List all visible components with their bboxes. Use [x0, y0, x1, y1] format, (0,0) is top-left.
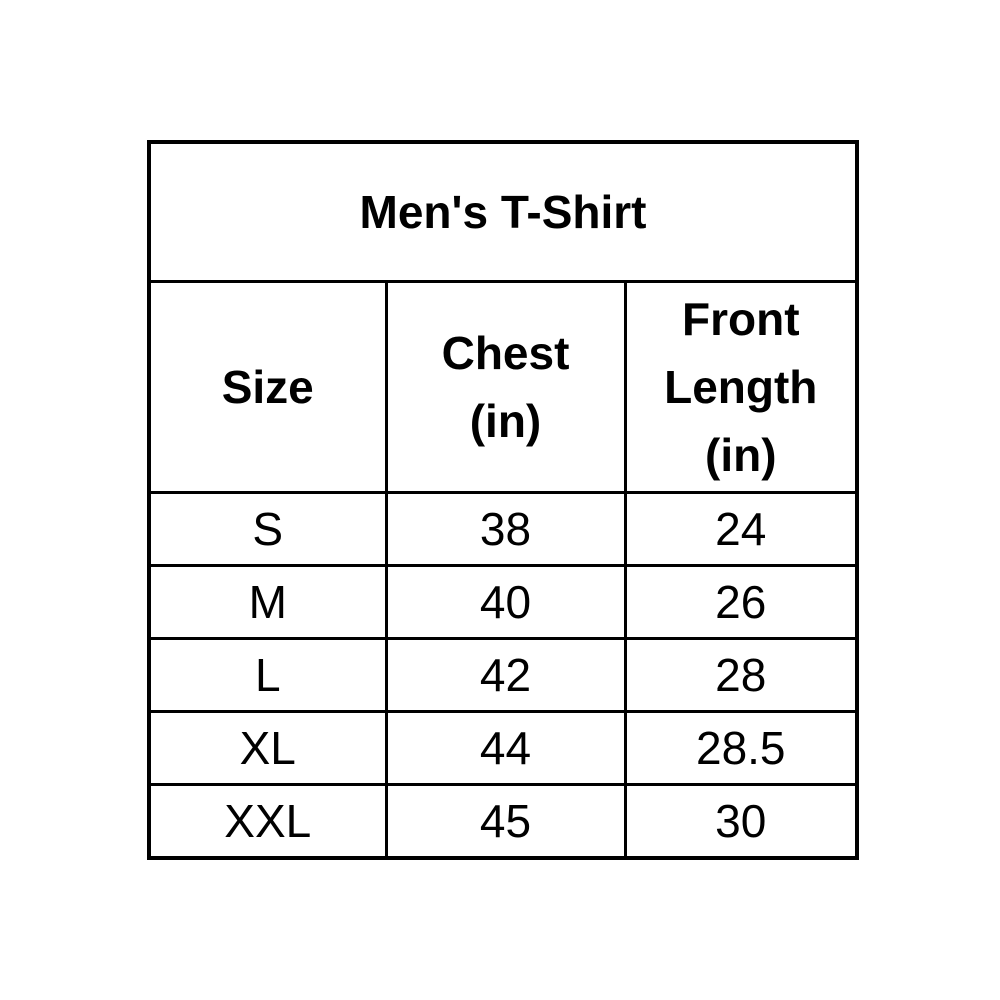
size-value: M	[147, 564, 388, 640]
chest-value: 45	[384, 783, 627, 860]
table-row-xl: XL 44 28.5	[147, 710, 859, 786]
chart-title: Men's T-Shirt	[147, 140, 859, 283]
column-header-size: Size	[147, 280, 388, 494]
column-header-front-length: Front Length (in)	[623, 280, 859, 494]
front-length-value: 26	[623, 564, 859, 640]
table-row-xxl: XXL 45 30	[147, 783, 859, 860]
header-line: Chest	[441, 327, 570, 379]
size-value: XL	[147, 710, 388, 786]
header-line: Front	[682, 293, 800, 345]
front-length-value: 28.5	[623, 710, 859, 786]
table-row-s: S 38 24	[147, 491, 859, 567]
front-length-value: 24	[623, 491, 859, 567]
chest-value: 40	[384, 564, 627, 640]
header-line: (in)	[469, 395, 542, 447]
chest-value: 44	[384, 710, 627, 786]
table-row-m: M 40 26	[147, 564, 859, 640]
size-chart-table: Men's T-Shirt Size Chest (in) Front Leng…	[147, 140, 860, 860]
chest-value: 38	[384, 491, 627, 567]
header-line: Size	[221, 361, 314, 413]
title-row: Men's T-Shirt	[147, 140, 859, 283]
table-row-l: L 42 28	[147, 637, 859, 713]
size-value: S	[147, 491, 388, 567]
chest-value: 42	[384, 637, 627, 713]
front-length-value: 30	[623, 783, 859, 860]
header-row: Size Chest (in) Front Length (in)	[147, 280, 859, 494]
header-line: Length	[664, 361, 818, 413]
size-value: XXL	[147, 783, 388, 860]
size-value: L	[147, 637, 388, 713]
column-header-chest: Chest (in)	[384, 280, 627, 494]
front-length-value: 28	[623, 637, 859, 713]
header-line: (in)	[705, 429, 777, 481]
